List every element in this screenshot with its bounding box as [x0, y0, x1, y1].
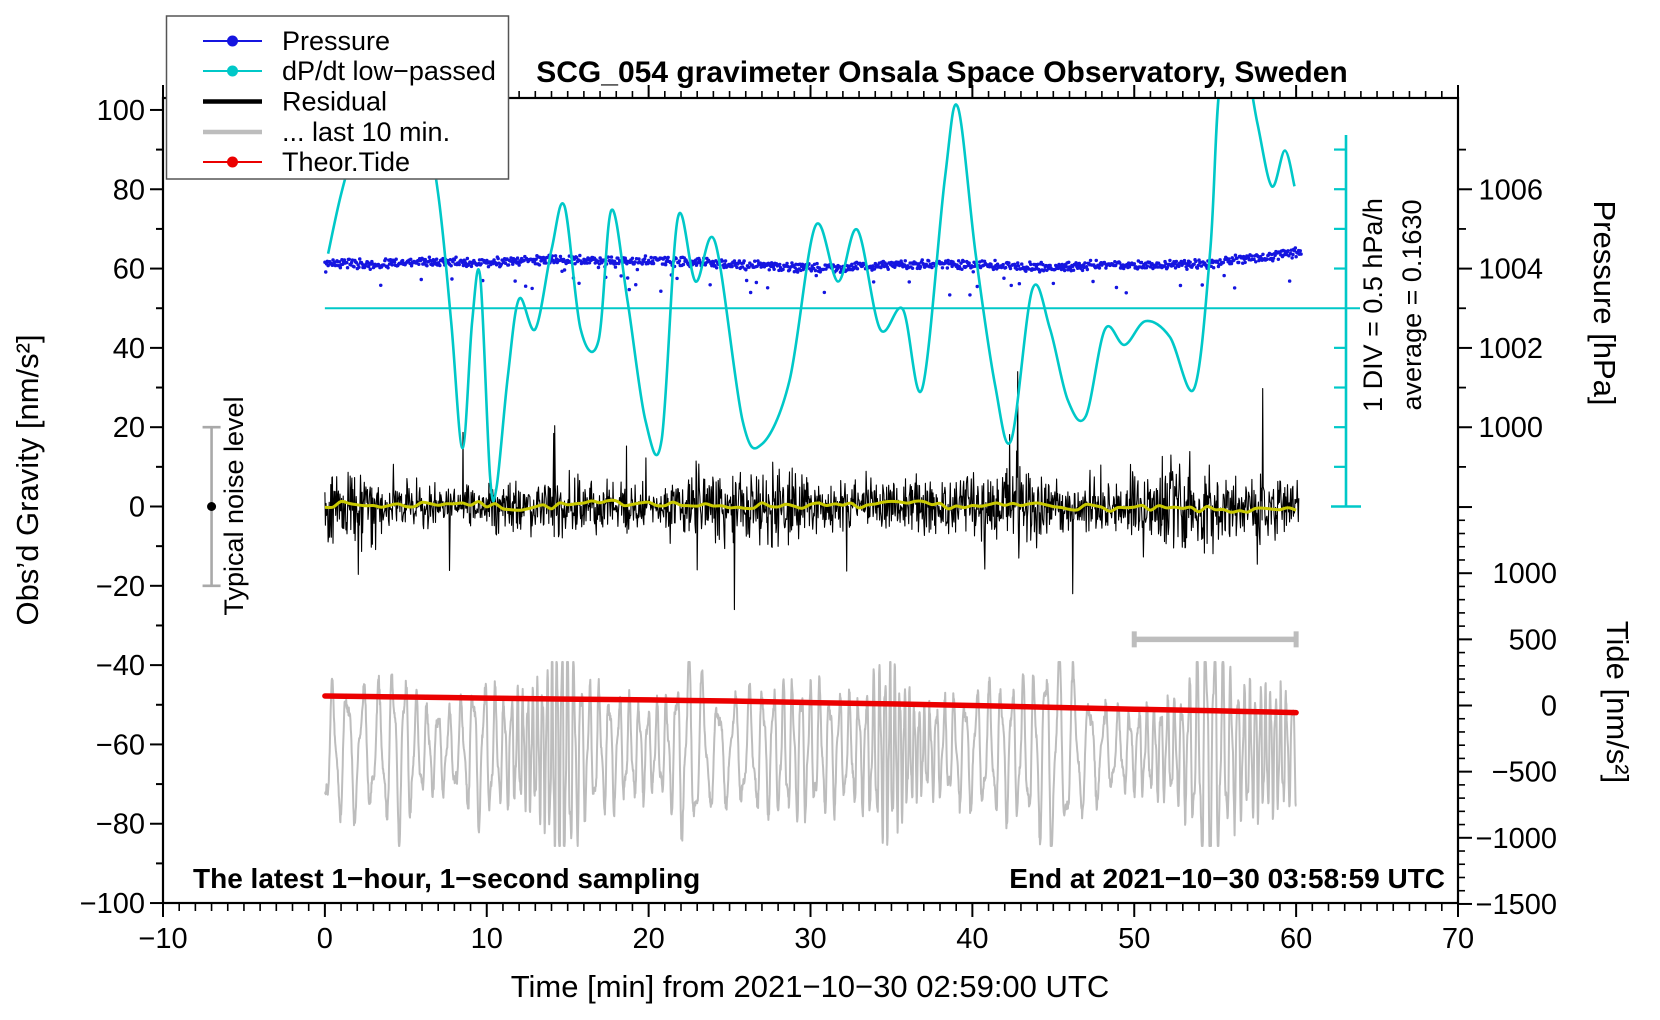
noise-level-annotation: Typical noise level — [219, 396, 249, 615]
y-left-tick-label: 60 — [113, 254, 145, 286]
y-left-tick-label: −80 — [96, 809, 145, 841]
y-left-tick-label: −40 — [96, 650, 145, 682]
x-tick-label: 20 — [632, 923, 664, 955]
legend-item-residual: Residual — [282, 87, 387, 117]
y-axis-pressure-label: Pressure [hPa] — [1587, 200, 1622, 405]
last10min-series-path — [324, 661, 1297, 847]
y-tide-tick-label: 1000 — [1492, 558, 1557, 590]
legend-item-dpdt: dP/dt low−passed — [282, 56, 496, 86]
y-pressure-tick-label: 1006 — [1478, 174, 1543, 206]
legend-item-last10: ... last 10 min. — [282, 117, 450, 147]
legend-item-pressure: Pressure — [282, 26, 390, 56]
y-tide-tick-label: −500 — [1492, 757, 1557, 789]
y-left-tick-label: 40 — [113, 333, 145, 365]
div-scale-annotation: 1 DIV = 0.5 hPa/h — [1358, 198, 1388, 412]
y-pressure-tick-label: 1000 — [1478, 412, 1543, 444]
end-time-note: End at 2021−10−30 03:58:59 UTC — [1009, 863, 1445, 894]
y-left-tick-label: 100 — [97, 95, 145, 127]
y-left-tick-label: −100 — [80, 888, 145, 920]
x-tick-label: 70 — [1442, 923, 1474, 955]
x-tick-label: 30 — [794, 923, 826, 955]
series-group — [322, 99, 1360, 847]
y-tide-tick-label: −1500 — [1476, 889, 1557, 921]
pressure-series-dots — [323, 246, 1303, 297]
chart-extras-group — [202, 135, 1361, 648]
residual-series-path — [324, 371, 1300, 611]
y-axis-left-label: Obs’d Gravity [nm/s²] — [10, 334, 45, 625]
y-left-tick-label: 0 — [129, 492, 145, 524]
legend: Pressure dP/dt low−passed Residual ... l… — [165, 15, 510, 180]
sampling-note: The latest 1−hour, 1−second sampling — [193, 863, 700, 894]
chart-title: SCG_054 gravimeter Onsala Space Observat… — [536, 56, 1348, 89]
average-annotation: average = 0.1630 — [1397, 200, 1427, 411]
y-pressure-tick-label: 1004 — [1478, 254, 1543, 286]
x-tick-label: 50 — [1118, 923, 1150, 955]
x-tick-label: −10 — [138, 923, 187, 955]
y-tide-tick-label: 0 — [1541, 691, 1557, 723]
y-pressure-tick-label: 1002 — [1478, 333, 1543, 365]
y-left-tick-label: −60 — [96, 729, 145, 761]
y-left-tick-label: −20 — [96, 571, 145, 603]
x-axis-label: Time [min] from 2021−10−30 02:59:00 UTC — [511, 969, 1110, 1004]
x-tick-label: 40 — [956, 923, 988, 955]
theor-tide-series-path — [322, 693, 1299, 716]
y-left-tick-label: 20 — [113, 412, 145, 444]
legend-symbol-dot — [227, 156, 238, 168]
residual-mean-series-path — [324, 498, 1297, 514]
dpdt-series-path — [326, 99, 1296, 503]
x-tick-label: 10 — [471, 923, 503, 955]
y-tide-tick-label: 500 — [1509, 624, 1557, 656]
legend-symbol-dot — [227, 65, 238, 77]
y-axis-tide-label: Tide [nm/s²] — [1600, 621, 1635, 784]
x-tick-label: 0 — [317, 923, 333, 955]
y-tide-tick-label: −1000 — [1476, 823, 1557, 855]
y-left-tick-label: 80 — [113, 174, 145, 206]
x-tick-label: 60 — [1280, 923, 1312, 955]
noise-level-dot — [207, 502, 217, 511]
legend-symbols — [203, 35, 262, 168]
legend-symbol-dot — [227, 35, 238, 47]
legend-item-theortide: Theor.Tide — [282, 147, 410, 177]
legend-box — [165, 15, 510, 180]
